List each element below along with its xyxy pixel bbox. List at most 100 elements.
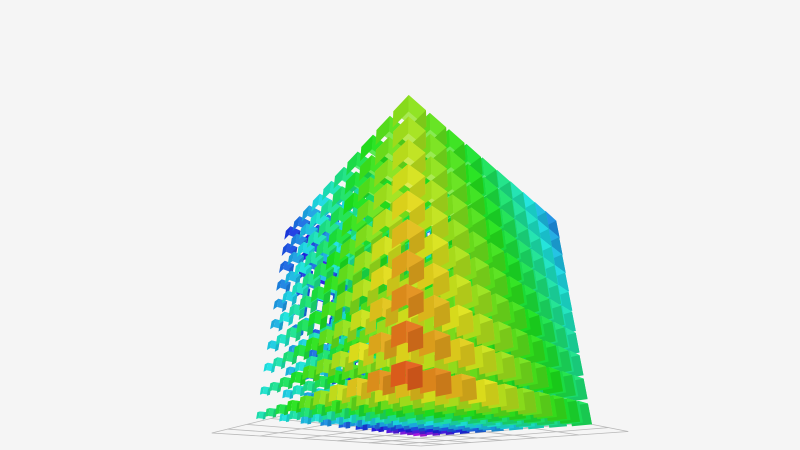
grid-line [420,431,629,447]
cube-face [302,365,310,380]
cube-face [285,282,291,294]
cube-face [291,294,298,307]
cube-face [432,242,450,271]
cube-face [301,205,310,222]
cube-face [270,319,276,330]
voxel-cube [286,400,302,413]
cube-face [346,151,358,176]
cube-face [360,134,373,162]
cube-face [287,251,294,266]
cube-face [284,226,291,240]
cube-face [338,415,345,426]
cube-face [356,199,369,225]
cube-face [281,290,288,304]
cube-face [278,311,285,324]
cube-face [272,357,278,368]
cube-face [321,301,331,320]
cube-face [317,219,327,239]
cube-face [282,389,287,399]
cube-face [305,356,312,368]
cube-face [391,190,408,221]
voxel-cube [265,408,278,418]
cube-face [408,291,424,319]
cube-face [306,231,315,248]
voxel-cube [417,262,450,299]
cube-face [278,377,285,388]
cube-face [374,159,389,188]
cube-lattice [256,95,592,437]
cube-face [416,233,433,263]
cube-face [455,311,474,338]
cube-face [433,301,451,329]
cube-face [331,186,342,208]
cube-face [419,329,436,357]
voxel-cube [392,139,426,183]
cube-face [318,329,328,347]
cube-face [339,238,351,261]
cube-face [285,327,292,340]
cube-face [282,351,289,363]
cube-face [291,282,299,297]
cube-face [375,115,390,146]
voxel-cube [291,282,309,300]
voxel-cube [281,290,298,307]
cube-face [333,166,344,189]
cube-face [266,340,272,350]
grid-line [246,424,472,443]
voxel-cube [416,233,450,271]
cube-face [293,344,300,358]
cube-face [262,412,267,420]
cube-face [372,208,387,236]
cube-face [268,382,274,392]
cube-face [299,295,307,311]
cube-face [290,233,297,248]
cube-face [315,240,325,259]
voxel-cube [273,298,288,313]
cube-face [298,307,305,320]
cube-face [353,250,366,275]
cube-face [341,214,353,237]
cube-face [391,283,407,313]
cube-face [434,335,451,362]
cube-face [323,275,333,295]
cube-face [275,334,282,345]
cube-face [298,395,306,409]
cube-face [327,417,332,427]
cube-face [395,340,410,364]
grid-line [211,432,421,447]
cube-face [313,277,321,293]
voxel-cube [284,270,301,288]
cube-face [457,343,476,369]
cube-face [357,176,371,203]
cube-face [391,250,408,280]
cube-face [358,155,372,182]
grid-line [396,427,609,445]
cube-face [459,377,477,402]
cube-face [333,319,344,340]
cube-face [301,272,310,289]
cube-face [392,95,409,128]
cube-face [296,411,302,421]
voxel-cube [289,371,307,386]
cube-face [325,251,336,271]
voxel-cube [391,250,425,287]
cube-face [279,260,285,274]
cube-face [315,358,325,375]
cube-face [289,371,297,385]
cube-face [371,235,386,263]
cube-face [319,199,330,219]
cube-face [310,299,318,314]
cube-face [346,377,358,398]
cube-face [301,285,309,300]
cube-face [288,304,295,318]
cube-face [343,192,355,216]
cube-face [284,270,291,284]
cube-face [313,262,322,280]
grid-line [368,422,585,444]
grid-line [227,428,445,445]
cube-face [392,139,409,171]
cube-face [304,251,313,268]
cube-face [433,271,450,299]
